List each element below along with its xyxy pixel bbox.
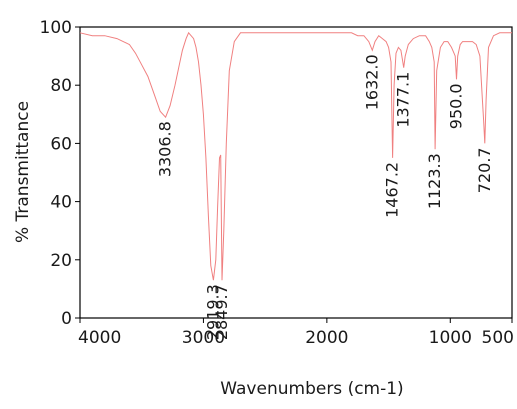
peak-label: 950.0 [447,83,466,129]
spectrum-line [79,31,512,281]
x-tick-label: 4000 [78,328,121,348]
x-tick-label: 3000 [182,328,225,348]
y-tick-label: 60 [50,134,72,154]
peak-label: 2849.7 [212,284,231,340]
peak-label: 720.7 [475,147,494,193]
y-tick-label: 80 [50,76,72,96]
peak-label: 2919.3 [203,284,222,340]
x-tick-label: 1000 [429,328,472,348]
y-tick-label: 100 [40,18,72,38]
peak-label: 1467.2 [383,162,402,218]
peak-label: 1377.1 [394,72,413,128]
y-tick-label: 20 [50,251,72,271]
y-axis-title: % Transmittance [13,101,33,243]
x-tick-labels: 4000 3000 2000 1000 500 [78,328,514,348]
peak-label: 1632.0 [362,54,381,110]
peak-label: 3306.8 [156,121,175,177]
peak-label: 1123.3 [425,153,444,209]
x-axis-title: Wavenumbers (cm-1) [220,379,403,399]
x-tick-label: 500 [482,328,514,348]
x-tick-label: 2000 [305,328,348,348]
y-tick-label: 0 [61,309,72,329]
y-tick-label: 40 [50,193,72,213]
y-tick-labels: 0 20 40 60 80 100 [40,18,72,329]
axis-ticks [75,26,513,323]
plot-frame [79,26,513,319]
